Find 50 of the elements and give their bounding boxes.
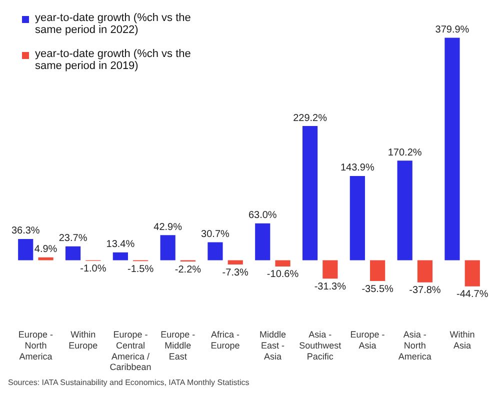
source-note: Sources: IATA Sustainability and Economics, IATA Monthly Statistics bbox=[8, 378, 250, 387]
bar bbox=[255, 223, 270, 260]
bar bbox=[275, 260, 290, 266]
data-label: 4.9% bbox=[34, 244, 58, 256]
x-tick-label: Europe - North America bbox=[18, 330, 53, 362]
x-tick-label: Within Asia bbox=[450, 330, 475, 350]
legend-label: year-to-date growth (%ch vs the same period in 2022) bbox=[35, 12, 192, 36]
data-label: 143.9% bbox=[340, 162, 374, 174]
bar bbox=[38, 257, 54, 260]
data-label: 13.4% bbox=[106, 239, 135, 250]
bar bbox=[350, 176, 365, 260]
bar bbox=[397, 160, 412, 260]
data-label: 30.7% bbox=[201, 229, 230, 240]
data-label: 36.3% bbox=[11, 226, 40, 237]
data-label: 229.2% bbox=[293, 112, 328, 124]
data-label: -35.5% bbox=[362, 284, 394, 295]
x-tick-label: Within Europe bbox=[68, 330, 98, 350]
data-label: 23.7% bbox=[58, 233, 88, 244]
bar bbox=[322, 260, 338, 279]
x-tick-label: Asia - North America bbox=[398, 330, 432, 362]
data-label: 379.9% bbox=[435, 24, 470, 36]
data-label: -1.0% bbox=[80, 264, 106, 275]
data-label: -7.3% bbox=[222, 267, 249, 278]
data-label: -31.3% bbox=[314, 281, 346, 292]
bar bbox=[464, 260, 480, 286]
bar bbox=[302, 126, 318, 260]
x-tick-label: Africa - Europe bbox=[210, 330, 240, 350]
bar bbox=[228, 260, 243, 265]
x-tick-label: Europe - Central America / Caribbean bbox=[110, 330, 152, 372]
x-tick-label: Middle East - Asia bbox=[259, 330, 286, 362]
data-label: 63.0% bbox=[248, 210, 277, 222]
data-label: 170.2% bbox=[388, 147, 422, 158]
data-label: 42.9% bbox=[154, 222, 182, 233]
x-tick-label: Europe - Middle East bbox=[160, 330, 196, 362]
bar bbox=[208, 242, 223, 260]
legend-label: year-to-date growth (%ch vs the same period in 2019) bbox=[35, 48, 192, 72]
data-label: -1.5% bbox=[128, 264, 154, 275]
bar bbox=[18, 238, 34, 260]
bar bbox=[370, 260, 386, 282]
data-label: -2.2% bbox=[174, 264, 202, 276]
bar bbox=[112, 252, 128, 260]
data-label: -37.8% bbox=[409, 285, 441, 296]
bar bbox=[65, 246, 81, 260]
x-tick-label: Europe - Asia bbox=[350, 330, 385, 350]
data-label: -44.7% bbox=[456, 289, 488, 300]
data-label: -10.6% bbox=[266, 269, 299, 280]
bar bbox=[417, 260, 433, 282]
x-tick-label: Asia - Southwest Pacific bbox=[299, 330, 342, 362]
bar bbox=[160, 235, 176, 260]
bar bbox=[444, 38, 460, 260]
